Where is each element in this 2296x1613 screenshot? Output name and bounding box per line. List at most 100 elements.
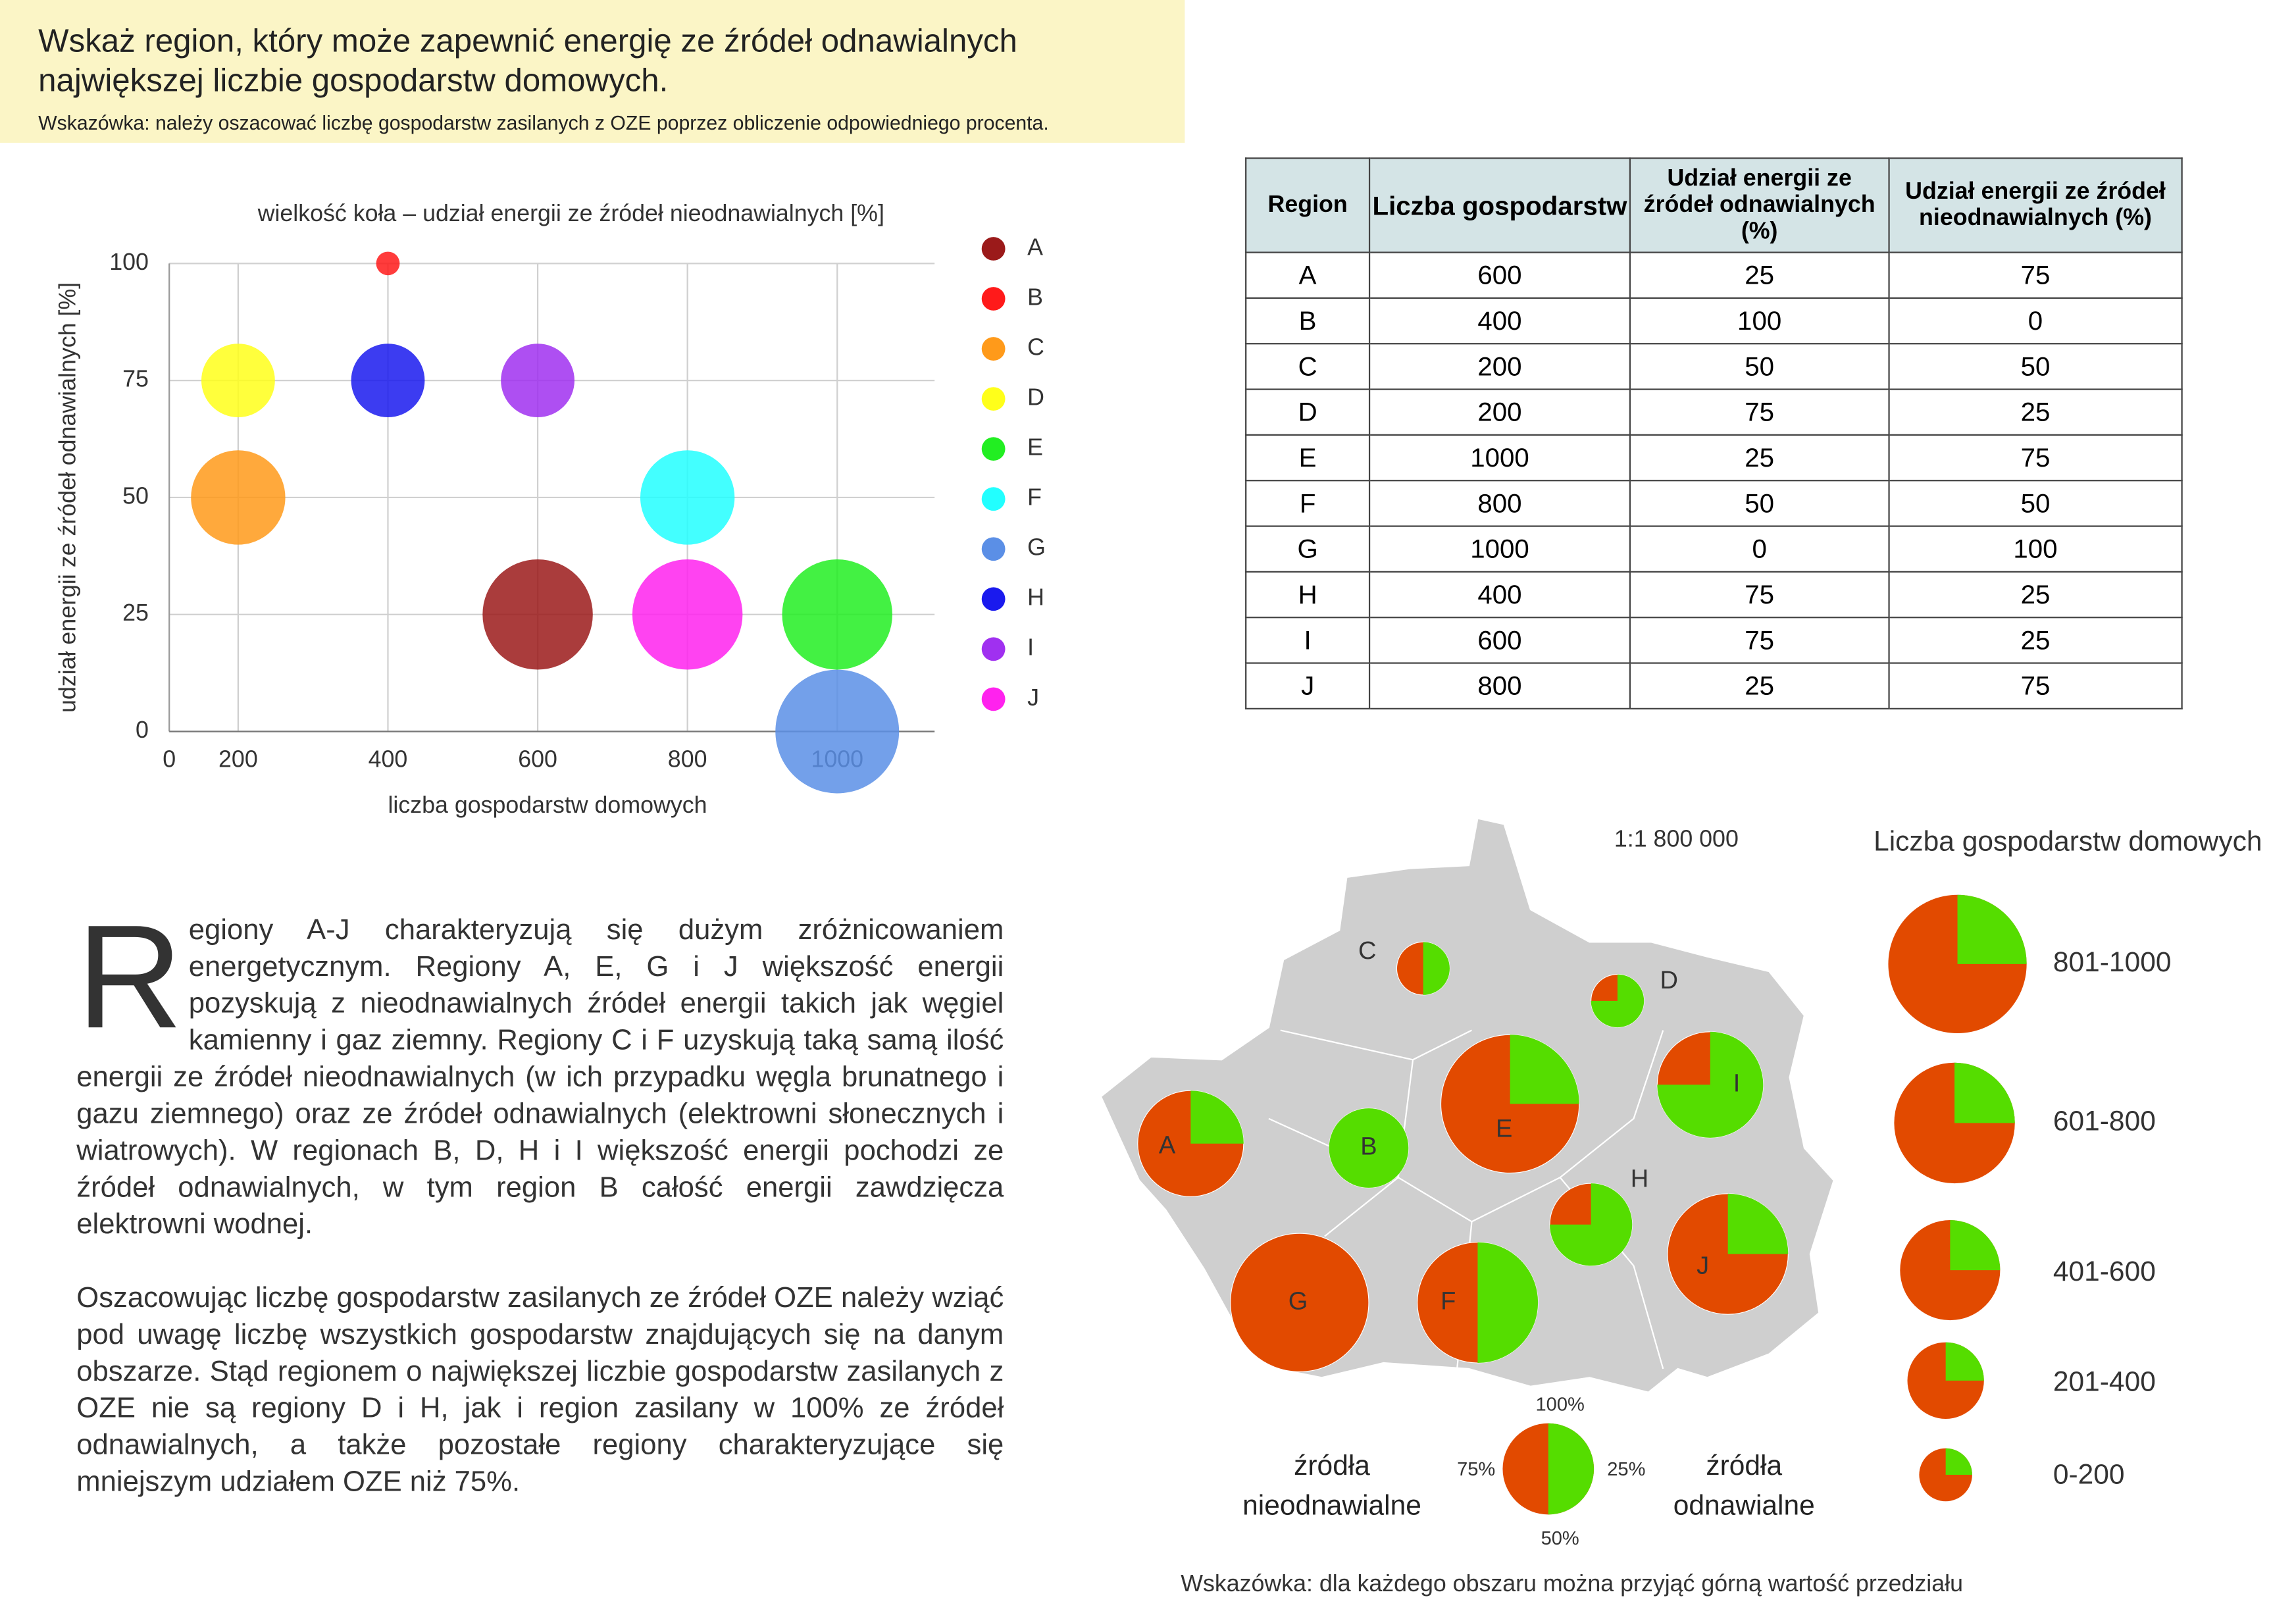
table-row: F 800 50 50 [1245,480,2183,527]
x-tick-label: 600 [518,746,557,773]
y-tick-label: 100 [109,249,149,275]
bubble [351,344,425,418]
bubble [632,559,743,670]
region-label: F [1441,1287,1456,1315]
table-row: I 600 75 25 [1245,617,2183,664]
legend-marker [981,437,1006,461]
table-cell: 1000 [1368,434,1631,482]
table-cell: 0 [1629,525,1890,573]
table-cell: 600 [1368,617,1631,664]
bubble [191,450,286,545]
class-label: 801-1000 [2053,947,2172,978]
x-axis-label: liczba gospodarstw domowych [388,792,707,818]
pie-renewable [1510,1035,1579,1104]
class-label: 601-800 [2053,1106,2156,1137]
task-title: Wskaż region, który może zapewnić energi… [38,22,1017,99]
legend-pie-slice [1945,1448,1972,1475]
column-header: Liczba gospodarstw [1368,157,1631,253]
size-legend [1888,894,2027,1502]
table-cell: 75 [1888,434,2183,482]
region-label: I [1733,1069,1741,1097]
table-cell: H [1245,571,1371,619]
table-header: Region Liczba gospodarstw Udział energii z… [1245,157,2183,253]
bubble [501,344,574,418]
legend-marker [981,287,1006,311]
table-cell: J [1245,662,1371,709]
table-row: C 200 50 50 [1245,343,2183,390]
pie-renewable [1657,1031,1764,1138]
drop-cap: R [76,894,183,1060]
x-tick-label: 400 [369,746,408,773]
legend-pie-slice [1945,1342,1984,1381]
data-table: Region Liczba gospodarstw Udział energii z… [1245,157,2183,709]
x-tick-label: 200 [218,746,258,773]
bubble [482,559,593,670]
legend-marker [981,587,1006,611]
region-label: B [1360,1133,1377,1161]
legend-label: H [1027,584,1044,611]
y-tick-label: 0 [136,717,149,743]
legend-marker [981,337,1006,361]
table-row: G 1000 0 100 [1245,525,2183,573]
table-cell: 75 [1629,617,1890,664]
legend-marker [981,537,1006,561]
table-cell: A [1245,251,1371,299]
legend-marker [981,637,1006,661]
map-hint: Wskazówka: dla każdego obszaru można prz… [1181,1570,1963,1597]
table-cell: E [1245,434,1371,482]
region-label: G [1288,1287,1308,1315]
legend-label: G [1027,534,1046,561]
key-nonrenewable: źródła nieodnawialne [1242,1451,1421,1522]
legend-label: B [1027,284,1043,310]
table-cell: 25 [1888,571,2183,619]
table-cell: 75 [1888,662,2183,709]
region-label: H [1631,1165,1648,1193]
legend-marker [981,487,1006,511]
legend-label: E [1027,434,1043,461]
table-cell: 25 [1629,662,1890,709]
region-label: A [1159,1131,1176,1159]
region-label: C [1358,937,1376,965]
pie-renewable [1190,1090,1244,1144]
table-cell: 25 [1629,251,1890,299]
paragraph: Oszacowując liczbę gospodarstw zasilanyc… [76,1281,1004,1498]
map-scale: 1:1 800 000 [1614,825,1739,852]
table-cell: 200 [1368,343,1631,390]
legend-label: A [1027,234,1043,260]
legend-marker [981,237,1006,261]
table-cell: 50 [1629,343,1890,390]
table-cell: 50 [1629,480,1890,527]
table-cell: F [1245,480,1371,527]
table-cell: 1000 [1368,525,1631,573]
table-cell: 75 [1629,388,1890,436]
pie-renewable [1423,942,1450,995]
pie-renewable [1477,1242,1539,1363]
column-header: Udział energii ze źródeł odnawialnych (%… [1629,157,1890,253]
legend-label: D [1027,384,1044,411]
table-cell: I [1245,617,1371,664]
task-hint: Wskazówka: należy oszacować liczbę gospo… [38,111,1049,134]
table-cell: 800 [1368,480,1631,527]
origin-label: 0 [163,746,176,773]
region-label: E [1496,1115,1512,1143]
y-tick-label: 75 [122,366,149,392]
region-label: D [1660,967,1677,994]
legend-marker [981,387,1006,411]
bubble [775,669,900,794]
key-renewable: źródła odnawialne [1673,1451,1815,1522]
pie-renewable [1550,1183,1633,1266]
table-cell: 25 [1888,617,2183,664]
table-cell: 100 [1629,297,1890,345]
pie-base [1230,1233,1369,1372]
table-row: H 400 75 25 [1245,571,2183,619]
key-label: 75% [1457,1459,1495,1480]
table-row: A 600 25 75 [1245,251,2183,299]
table-cell: 400 [1368,571,1631,619]
legend-label: F [1027,484,1042,511]
legend-marker [981,687,1006,711]
key-label: 50% [1541,1528,1579,1549]
pie-renewable [1329,1108,1409,1188]
table-cell: 600 [1368,251,1631,299]
